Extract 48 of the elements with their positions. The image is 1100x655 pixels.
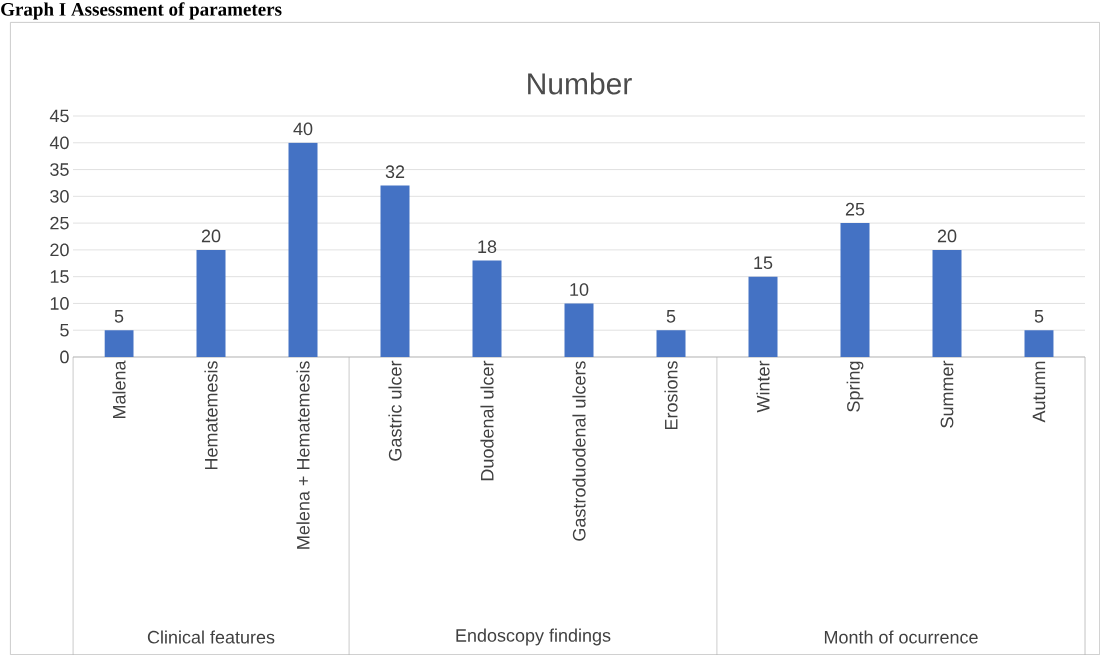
y-tick-label: 20	[50, 243, 69, 257]
data-label: 5	[114, 309, 124, 323]
bar	[1024, 330, 1054, 357]
data-label: 15	[754, 256, 773, 269]
text: Clinical features	[147, 630, 275, 644]
bar	[564, 303, 594, 357]
bar	[840, 222, 870, 357]
x-tick-label: Malena	[112, 360, 126, 418]
chart-title: Number	[528, 72, 632, 95]
x-tick-label: Spring	[846, 361, 864, 412]
data-label: 10	[570, 282, 589, 296]
data-label: 25	[845, 202, 865, 216]
data-label: 5	[666, 309, 676, 323]
y-tick-label: 10	[50, 296, 69, 310]
data-label: 18	[478, 240, 497, 253]
data-label: 20	[937, 229, 957, 243]
x-tick-label: Erosions	[664, 360, 678, 429]
bar	[104, 330, 134, 357]
y-tick-label: 0	[60, 350, 69, 364]
y-tick-label: 30	[50, 189, 69, 203]
y-tick-label: 5	[60, 323, 69, 337]
data-label: 20	[201, 229, 221, 243]
x-tick-label: Winter	[756, 360, 770, 413]
y-tick-label: 35	[50, 162, 69, 176]
x-tick-label: Autumn	[1032, 361, 1046, 423]
data-label: 32	[385, 165, 405, 178]
y-tick-label: 25	[50, 216, 69, 230]
bar	[380, 185, 410, 357]
y-tick-label: 45	[49, 109, 69, 123]
bar	[656, 330, 686, 357]
bar	[472, 260, 502, 357]
x-tick-label: Summer	[940, 360, 954, 428]
x-tick-label: Gastric ulcer	[388, 360, 402, 461]
bar	[196, 249, 226, 357]
text: Graph I Assessment of parameters	[1, 2, 282, 20]
x-tick-label: Gastroduodenal ulcers	[572, 361, 586, 541]
x-tick-label: Melena + Hematemesis	[296, 361, 310, 549]
bar	[288, 142, 318, 357]
bar	[932, 249, 962, 357]
text: Month of ocurrence	[824, 630, 978, 644]
bar	[748, 276, 778, 357]
text: Endoscopy findings	[456, 628, 611, 646]
data-label: 5	[1034, 309, 1044, 323]
y-tick-label: 15	[50, 270, 69, 283]
x-tick-label: Duodenal ulcer	[480, 360, 494, 480]
x-tick-label: Hematemesis	[204, 360, 218, 469]
data-label: 40	[293, 122, 313, 136]
y-tick-label: 40	[49, 136, 69, 149]
